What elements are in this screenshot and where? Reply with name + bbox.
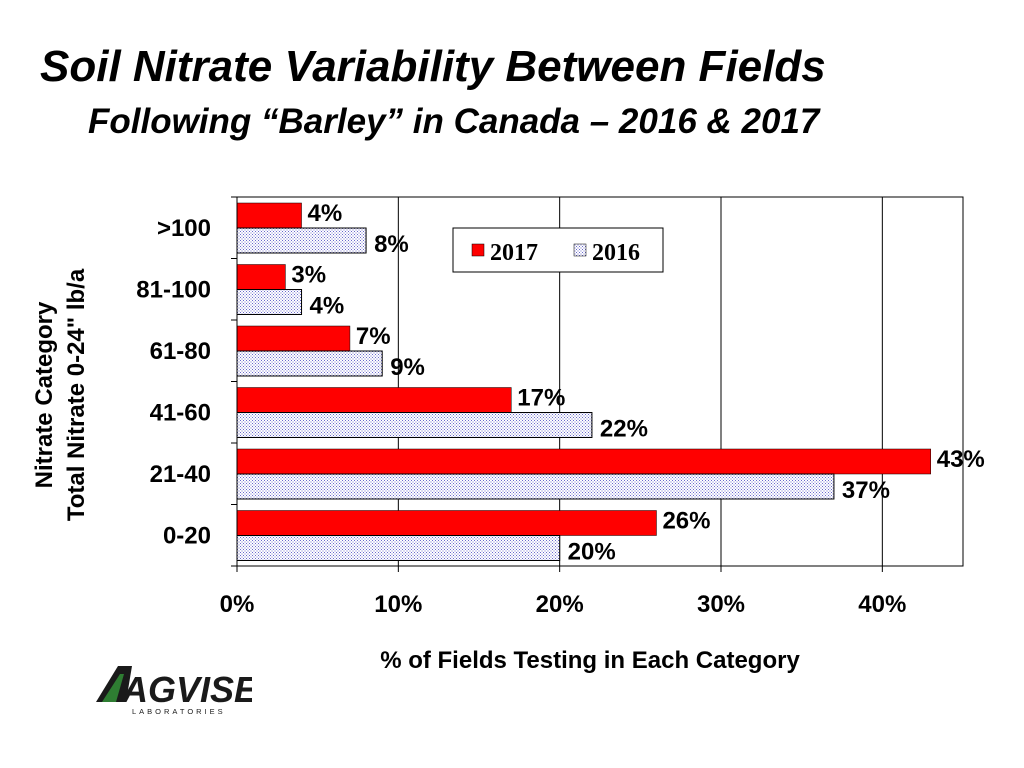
bar-2016 bbox=[236, 473, 835, 500]
data-label-2017: 43% bbox=[937, 446, 985, 473]
data-label-2017: 4% bbox=[308, 200, 343, 227]
bar-2017 bbox=[236, 510, 657, 536]
legend-label-2016: 2016 bbox=[592, 240, 640, 266]
y-axis-title-line1: Nitrate Category bbox=[31, 301, 58, 488]
y-tick-label: 61-80 bbox=[150, 338, 211, 365]
agvise-logo: AGVISE LABORATORIES bbox=[96, 666, 252, 716]
data-label-2016: 8% bbox=[374, 231, 409, 258]
data-label-2017: 7% bbox=[356, 323, 391, 350]
legend: 2017 2016 bbox=[452, 227, 664, 273]
legend-swatch-2016 bbox=[573, 243, 587, 257]
bar-2017 bbox=[236, 202, 302, 229]
data-label-2017: 17% bbox=[517, 385, 565, 412]
x-tick-label: 40% bbox=[858, 591, 906, 618]
y-tick-label: 41-60 bbox=[150, 399, 211, 426]
logo-mark-accent bbox=[102, 674, 124, 702]
chart-subtitle: Following “Barley” in Canada – 2016 & 20… bbox=[88, 102, 820, 141]
y-tick-label: >100 bbox=[157, 215, 211, 242]
bar-2016 bbox=[236, 412, 593, 438]
bar-2017 bbox=[236, 264, 286, 290]
bar-2016 bbox=[236, 350, 383, 377]
bar-2017 bbox=[236, 448, 931, 475]
legend-label-2017: 2017 bbox=[490, 240, 538, 266]
data-labels: 4% 8% 3% 4% 7% 9% 17% 22% 43% 37% 26% 20% bbox=[291, 200, 984, 566]
data-label-2016: 37% bbox=[842, 477, 890, 504]
y-axis-title-line2: Total Nitrate 0-24" lb/a bbox=[63, 268, 90, 521]
x-tick-label: 10% bbox=[374, 591, 422, 618]
chart-title: Soil Nitrate Variability Between Fields bbox=[40, 42, 826, 91]
bar-2016 bbox=[236, 535, 561, 561]
bar-2017 bbox=[236, 387, 512, 413]
data-label-2016: 9% bbox=[390, 354, 425, 381]
x-tick-label: 20% bbox=[536, 591, 584, 618]
data-label-2017: 26% bbox=[662, 508, 710, 535]
logo-wordmark: AGVISE bbox=[121, 669, 252, 710]
axes: 0% 10% 20% 30% 40% >100 81-100 61-80 41-60 21-40 0… bbox=[136, 196, 906, 618]
bar-2017 bbox=[236, 325, 351, 352]
x-tick-label: 30% bbox=[697, 591, 745, 618]
data-label-2017: 3% bbox=[291, 262, 326, 289]
bar-2016 bbox=[236, 289, 303, 315]
x-tick-label: 0% bbox=[220, 591, 255, 618]
y-axis-title: Nitrate Category Total Nitrate 0-24" lb/… bbox=[31, 268, 90, 521]
bar-2016 bbox=[236, 227, 367, 254]
data-label-2016: 22% bbox=[600, 416, 648, 443]
bars bbox=[236, 202, 931, 561]
legend-swatch-2017 bbox=[471, 243, 485, 257]
x-axis-title: % of Fields Testing in Each Category bbox=[380, 647, 800, 674]
y-tick-label: 21-40 bbox=[150, 461, 211, 488]
y-tick-label: 0-20 bbox=[163, 522, 211, 549]
data-label-2016: 20% bbox=[568, 539, 616, 566]
legend-box bbox=[452, 227, 664, 273]
data-label-2016: 4% bbox=[310, 293, 345, 320]
gridlines bbox=[397, 197, 883, 566]
y-tick-label: 81-100 bbox=[136, 276, 211, 303]
logo-subtext: LABORATORIES bbox=[132, 707, 226, 716]
